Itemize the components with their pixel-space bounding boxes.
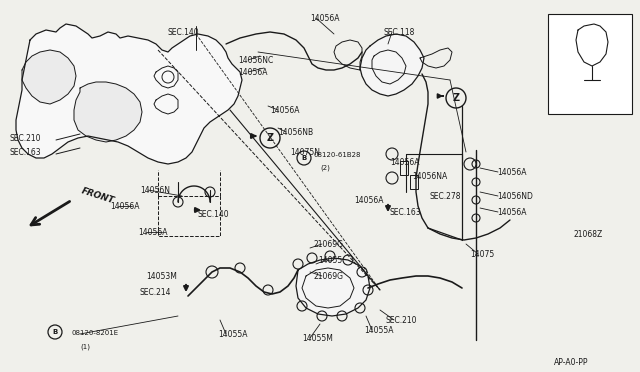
Polygon shape xyxy=(22,50,76,104)
Text: 14056NA: 14056NA xyxy=(412,172,447,181)
Text: SEC.163: SEC.163 xyxy=(390,208,422,217)
Text: 14056A: 14056A xyxy=(110,202,140,211)
Text: SEC.140: SEC.140 xyxy=(198,210,230,219)
Text: 14056NB: 14056NB xyxy=(278,128,313,137)
Text: 14056N: 14056N xyxy=(140,186,170,195)
Text: 14075: 14075 xyxy=(470,250,494,259)
Polygon shape xyxy=(74,82,142,142)
Text: (2): (2) xyxy=(320,164,330,170)
Text: Z: Z xyxy=(452,93,460,103)
Text: SEC.210: SEC.210 xyxy=(386,316,417,325)
Text: Z: Z xyxy=(266,133,273,143)
Polygon shape xyxy=(16,24,242,164)
Text: 14056A: 14056A xyxy=(238,68,268,77)
Text: B: B xyxy=(52,329,58,335)
Text: 08120-8201E: 08120-8201E xyxy=(72,330,119,336)
Text: 14055A: 14055A xyxy=(364,326,394,335)
Text: SEC.163: SEC.163 xyxy=(10,148,42,157)
Text: SEC.118: SEC.118 xyxy=(383,28,414,37)
Polygon shape xyxy=(296,258,370,316)
Text: 14056A: 14056A xyxy=(270,106,300,115)
Text: B: B xyxy=(301,155,307,161)
Text: 21068Z: 21068Z xyxy=(573,230,602,239)
Text: 14055: 14055 xyxy=(318,256,342,265)
Text: 21069G: 21069G xyxy=(314,240,344,249)
Text: 14056A: 14056A xyxy=(497,168,527,177)
Polygon shape xyxy=(360,34,424,96)
Text: 14075N: 14075N xyxy=(290,148,320,157)
Text: SEC.214: SEC.214 xyxy=(140,288,172,297)
Text: FRONT: FRONT xyxy=(80,186,115,206)
Text: (1): (1) xyxy=(80,344,90,350)
Text: 14056A: 14056A xyxy=(354,196,383,205)
Text: 21069G: 21069G xyxy=(314,272,344,281)
Text: 14056A: 14056A xyxy=(310,14,339,23)
Text: 14056A: 14056A xyxy=(390,158,419,167)
Text: AP-A0-PP: AP-A0-PP xyxy=(554,358,589,367)
Text: 14053M: 14053M xyxy=(146,272,177,281)
Bar xyxy=(400,161,408,175)
Bar xyxy=(548,14,632,114)
Text: 14055A: 14055A xyxy=(218,330,248,339)
Text: 14055M: 14055M xyxy=(302,334,333,343)
Text: 14056ND: 14056ND xyxy=(497,192,533,201)
Text: 08120-61B28: 08120-61B28 xyxy=(313,152,360,158)
Text: 14056A: 14056A xyxy=(497,208,527,217)
Text: SEC.210: SEC.210 xyxy=(10,134,42,143)
Text: SEC.140: SEC.140 xyxy=(168,28,200,37)
Text: 14056NC: 14056NC xyxy=(238,56,273,65)
Bar xyxy=(410,175,418,189)
Text: SEC.278: SEC.278 xyxy=(430,192,461,201)
Text: 14056A: 14056A xyxy=(138,228,168,237)
